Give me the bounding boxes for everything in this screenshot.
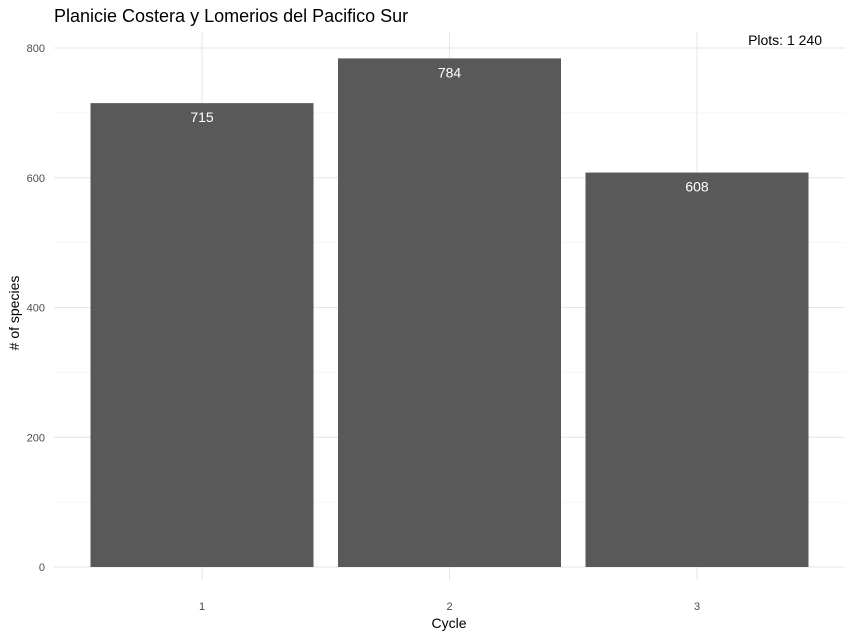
x-tick-label: 2 — [446, 601, 452, 613]
y-tick-label: 400 — [27, 303, 45, 315]
y-axis-tick-labels: 0 200 400 600 800 — [27, 43, 45, 574]
x-tick-label: 3 — [694, 601, 700, 613]
data-labels: 715 784 608 — [190, 64, 709, 194]
data-label-cycle-1: 715 — [190, 109, 214, 125]
bars — [90, 58, 809, 568]
y-tick-label: 600 — [27, 173, 45, 185]
chart-title: Planicie Costera y Lomerios del Pacifico… — [54, 6, 408, 26]
x-tick-label: 1 — [199, 601, 205, 613]
plots-annotation: Plots: 1 240 — [748, 32, 822, 48]
bar-cycle-2 — [338, 58, 561, 567]
x-axis-tick-labels: 1 2 3 — [199, 601, 700, 613]
y-tick-label: 800 — [27, 43, 45, 55]
data-label-cycle-3: 608 — [685, 179, 709, 195]
bar-cycle-1 — [90, 103, 314, 568]
y-tick-label: 0 — [39, 562, 45, 574]
bar-cycle-3 — [585, 172, 809, 567]
y-axis-title: # of species — [6, 276, 22, 351]
y-tick-label: 200 — [27, 432, 45, 444]
data-label-cycle-2: 784 — [438, 64, 462, 80]
x-axis-title: Cycle — [431, 615, 466, 631]
